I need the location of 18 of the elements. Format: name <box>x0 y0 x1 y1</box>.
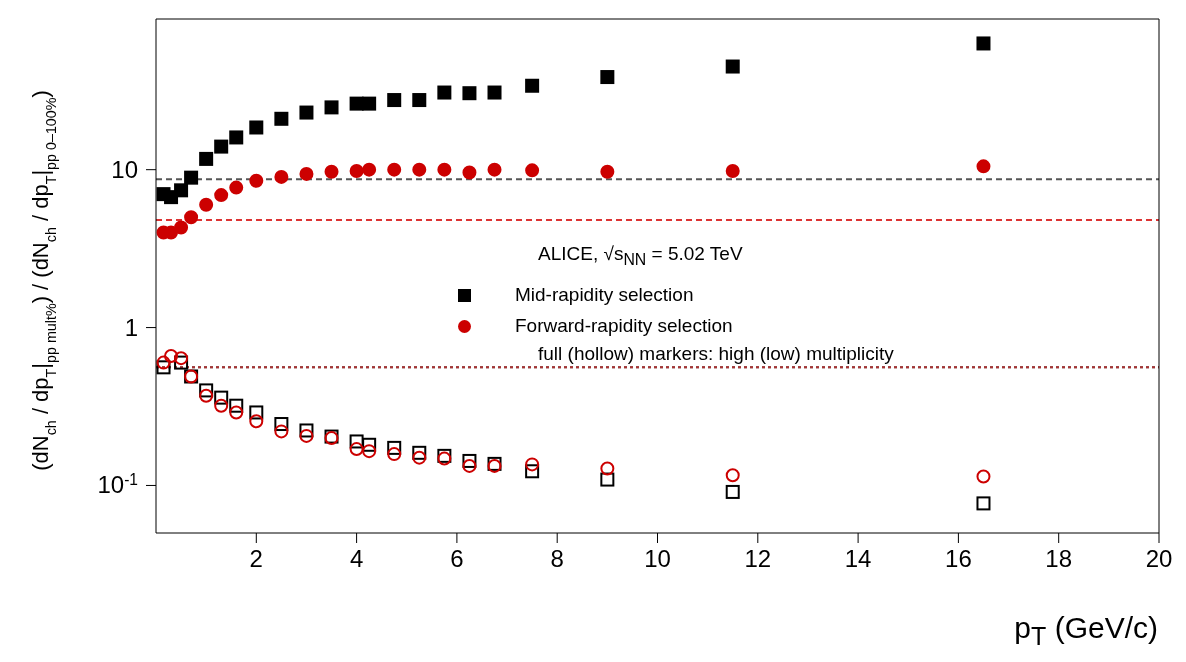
legend-label: Mid-rapidity selection <box>515 284 694 305</box>
annotation: full (hollow) markers: high (low) multiplicity <box>538 343 894 364</box>
legend-label: Forward-rapidity selection <box>515 315 733 336</box>
x-tick-label: 2 <box>249 545 263 572</box>
x-axis-title: p$_{T}$ (GeV/c) <box>1014 611 1158 650</box>
x-tick-label: 10 <box>644 545 671 572</box>
x-tick-label: 20 <box>1145 545 1173 572</box>
y-tick-label: 10$^{-1}$ <box>97 470 138 499</box>
x-tick-label: 8 <box>550 545 564 572</box>
y-tick-label: 10 <box>111 155 138 183</box>
annotation: ALICE, √s$_{NN}$ = 5.02 TeV <box>538 243 743 268</box>
x-tick-label: 6 <box>450 545 464 572</box>
x-tick-label: 18 <box>1045 545 1073 572</box>
y-tick-label: 1 <box>124 313 138 341</box>
x-tick-label: 16 <box>945 545 972 572</box>
x-tick-label: 14 <box>844 545 872 572</box>
x-tick-label: 12 <box>744 545 772 572</box>
x-tick-label: 4 <box>349 545 364 572</box>
